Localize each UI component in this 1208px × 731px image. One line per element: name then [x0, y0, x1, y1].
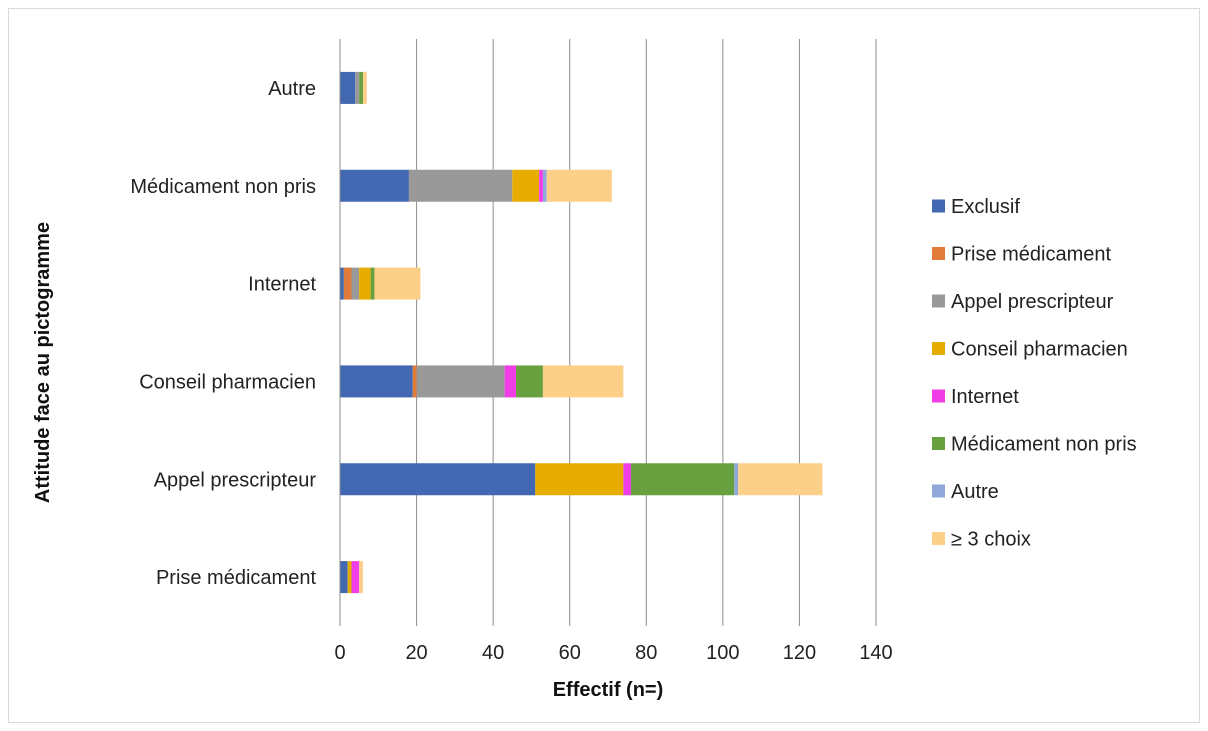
category-label: Appel prescripteur	[154, 469, 317, 491]
legend-label: Autre	[951, 481, 999, 503]
category-label: Médicament non pris	[130, 176, 316, 198]
bar-segment	[347, 561, 352, 594]
legend-label: Appel prescripteur	[951, 291, 1114, 313]
bar-segment	[340, 169, 409, 202]
bar-segment	[412, 365, 417, 398]
bar-segment	[546, 169, 612, 202]
bar-segment	[355, 71, 360, 104]
legend-label: Internet	[951, 386, 1019, 408]
y-axis-title: Attitude face au pictogramme	[32, 222, 54, 503]
x-tick-label: 80	[635, 642, 657, 664]
bar-segment	[623, 463, 631, 496]
axes: 0 20 40 60 80 100 120 140 Prise médicament Appel …	[130, 39, 893, 664]
legend-swatch	[932, 342, 945, 355]
x-axis-title: Effectif (n=)	[553, 679, 664, 701]
bar-segment	[340, 561, 348, 594]
x-tick-label: 120	[783, 642, 816, 664]
legend-label: ≥ 3 choix	[951, 529, 1031, 551]
gridlines	[339, 39, 877, 626]
bar-segment	[359, 267, 371, 300]
legend-label: Conseil pharmacien	[951, 339, 1128, 361]
bar-segment	[512, 169, 540, 202]
bar-segment	[340, 267, 344, 300]
chart-frame: 0 20 40 60 80 100 120 140 Prise médicament Appel …	[8, 8, 1200, 723]
legend-swatch	[932, 389, 945, 403]
bar-segment	[359, 71, 363, 104]
x-tick-label: 60	[559, 642, 581, 664]
bar-segment	[504, 365, 517, 398]
bar-segment	[542, 169, 547, 202]
category-label: Conseil pharmacien	[139, 371, 316, 393]
bars	[340, 71, 823, 594]
bar-segment	[535, 463, 624, 496]
legend-swatch	[932, 437, 945, 450]
bar-segment	[340, 71, 356, 104]
bar-segment	[734, 463, 739, 496]
category-label: Internet	[248, 274, 316, 296]
bar-segment	[630, 463, 735, 496]
bar-segment	[516, 365, 543, 398]
bar-segment	[362, 71, 367, 104]
bar-segment	[351, 267, 360, 300]
legend: Exclusif Prise médicament Appel prescripte…	[932, 196, 1137, 551]
bar-segment	[343, 267, 352, 300]
bar-segment	[351, 561, 360, 594]
legend-swatch	[932, 532, 945, 545]
legend-swatch	[932, 294, 945, 308]
category-label: Autre	[268, 78, 316, 100]
bar-segment	[359, 561, 363, 594]
bar-segment	[370, 267, 375, 300]
x-tick-label: 40	[482, 642, 504, 664]
legend-label: Exclusif	[951, 196, 1020, 218]
bar-segment	[416, 365, 505, 398]
x-tick-label: 140	[859, 642, 892, 664]
legend-swatch	[932, 199, 945, 213]
bar-segment	[738, 463, 823, 496]
bar-segment	[340, 463, 536, 496]
bar-segment	[408, 169, 513, 202]
x-tick-label: 100	[706, 642, 739, 664]
category-label: Prise médicament	[156, 567, 317, 589]
bar-segment	[542, 365, 624, 398]
x-tick-label: 20	[405, 642, 427, 664]
stacked-bar-chart: 0 20 40 60 80 100 120 140 Prise médicament Appel …	[32, 39, 1137, 701]
legend-swatch	[932, 247, 945, 260]
legend-swatch	[932, 484, 945, 498]
bar-segment	[374, 267, 421, 300]
legend-label: Médicament non pris	[951, 434, 1137, 456]
bar-segment	[539, 169, 543, 202]
x-tick-label: 0	[334, 642, 345, 664]
bar-segment	[340, 365, 413, 398]
legend-label: Prise médicament	[951, 244, 1112, 266]
